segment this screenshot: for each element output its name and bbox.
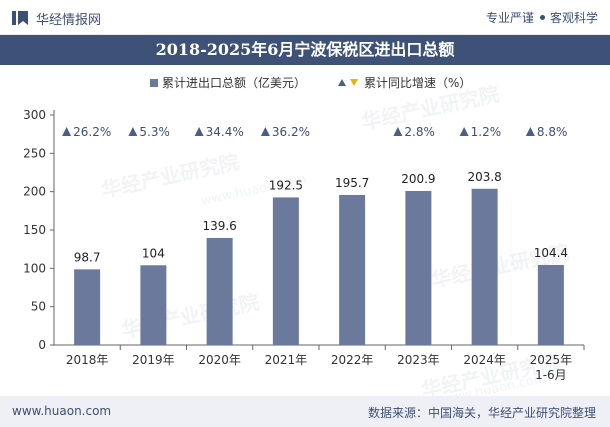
growth-label: 36.2%: [272, 125, 310, 139]
growth-marker-icon: [194, 127, 204, 136]
growth-label: 5.3%: [139, 125, 170, 139]
top-bar: 华经情报网 专业严谨 客观科学: [0, 0, 610, 35]
growth-label: 26.2%: [73, 125, 111, 139]
bar-value-label: 200.9: [401, 172, 435, 186]
bar: [74, 269, 101, 345]
slogan: 专业严谨 客观科学: [486, 9, 598, 26]
y-tick-label: 50: [31, 300, 46, 314]
growth-label: 2.8%: [404, 125, 435, 139]
x-tick-label: 2022年: [331, 353, 374, 367]
footer-source: 数据来源：中国海关，华经产业研究院整理: [367, 406, 596, 420]
y-tick-label: 150: [23, 223, 46, 237]
x-tick-label: 2021年: [265, 353, 308, 367]
y-tick-label: 250: [23, 146, 46, 160]
growth-label: 8.8%: [537, 125, 568, 139]
bar-value-label: 192.5: [269, 178, 303, 192]
bar: [471, 188, 498, 345]
growth-label: 34.4%: [206, 125, 244, 139]
legend-item-bar: 累计进出口总额（亿美元）: [150, 74, 306, 91]
separator-dot-icon: [539, 15, 545, 20]
bar: [339, 194, 366, 345]
bar-value-label: 203.8: [467, 170, 501, 184]
growth-marker-icon: [62, 127, 72, 136]
legend-down-triangle-icon: [350, 79, 358, 86]
legend-bar-label: 累计进出口总额（亿美元）: [162, 76, 307, 90]
x-tick-label: 2025年 1-6月: [530, 353, 573, 382]
x-tick-label: 2023年: [397, 353, 440, 367]
bar-value-label: 104.4: [534, 246, 568, 260]
y-tick-label: 200: [23, 185, 46, 199]
y-tick-label: 300: [23, 108, 46, 122]
y-tick-label: 100: [23, 261, 46, 275]
growth-marker-icon: [459, 127, 469, 136]
legend-item-growth: 累计同比增速（%）: [338, 74, 471, 91]
bar: [405, 190, 432, 345]
slogan-left: 专业严谨: [485, 11, 534, 25]
legend: 累计进出口总额（亿美元） 累计同比增速（%）: [0, 74, 610, 94]
bar-value-label: 98.7: [74, 250, 101, 264]
bar-value-label: 139.6: [202, 219, 236, 233]
legend-up-triangle-icon: [338, 79, 346, 86]
x-tick-label: 2020年: [198, 353, 241, 367]
footer-website: www.huaon.com: [12, 404, 112, 418]
slogan-right: 客观科学: [549, 11, 598, 25]
bar: [140, 265, 167, 345]
bar: [272, 197, 299, 345]
legend-bar-swatch-icon: [150, 78, 158, 87]
bar-value-label: 195.7: [335, 176, 369, 190]
x-tick-label: 2018年: [66, 353, 109, 367]
bookmark-flag-icon: [12, 11, 28, 25]
growth-marker-icon: [393, 127, 403, 136]
footer: www.huaon.com 数据来源：中国海关，华经产业研究院整理: [0, 396, 610, 427]
growth-marker-icon: [260, 127, 270, 136]
growth-marker-icon: [525, 127, 535, 136]
bar-chart: 0 50 100 150 200 250 300 98.7 2018年 26.2% 104 2019年…: [23, 108, 585, 382]
growth-marker-icon: [128, 127, 138, 136]
brand-name: 华经情报网: [36, 13, 102, 28]
x-tick-label: 2019年: [132, 353, 175, 367]
y-tick-label: 0: [38, 338, 46, 352]
chart-title: 2018-2025年6月宁波保税区进出口总额: [0, 35, 610, 65]
bar: [206, 237, 233, 345]
bar: [537, 264, 564, 345]
bar-value-label: 104: [142, 246, 165, 260]
x-tick-label: 2024年: [463, 353, 506, 367]
growth-label: 1.2%: [471, 125, 502, 139]
legend-growth-label: 累计同比增速（%）: [364, 76, 472, 90]
